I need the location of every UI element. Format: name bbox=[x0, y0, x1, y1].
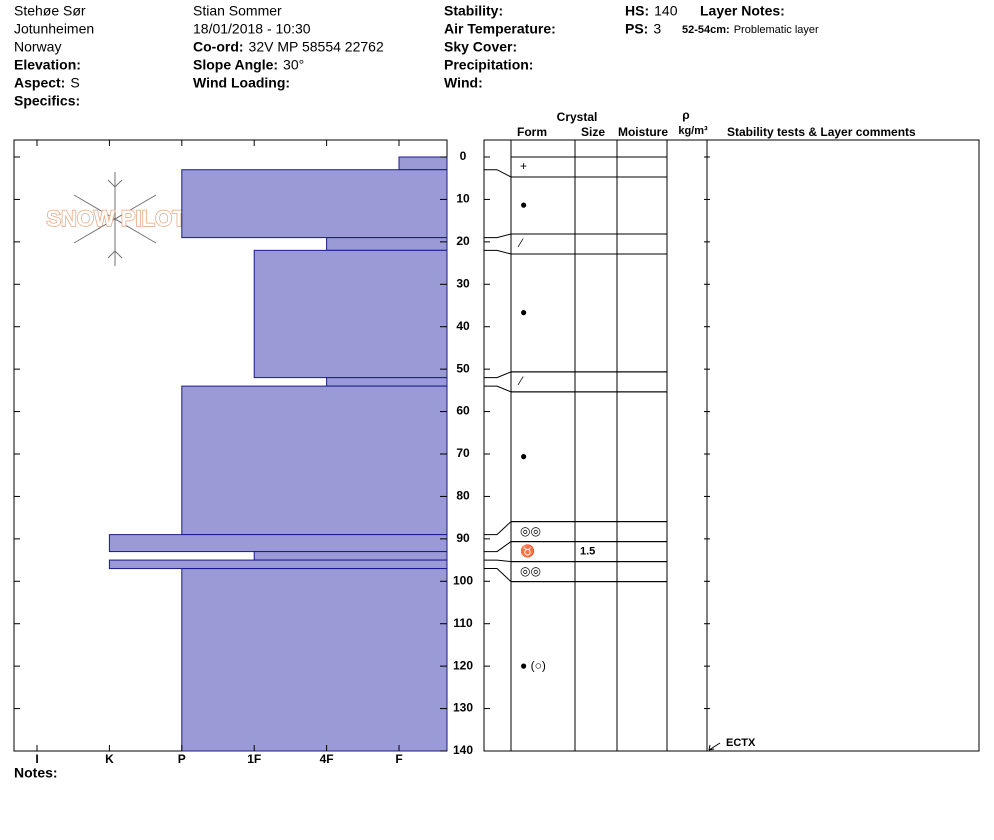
layer-connector bbox=[484, 559, 512, 563]
depth-label: 30 bbox=[456, 276, 470, 290]
layer-connector bbox=[484, 521, 512, 536]
layer-connector bbox=[484, 169, 512, 178]
depth-label: 60 bbox=[456, 404, 470, 418]
hardness-bar bbox=[108, 559, 448, 570]
hardness-label: K bbox=[105, 752, 114, 766]
col-moisture: Moisture bbox=[618, 125, 668, 139]
crystal-form: ● bbox=[520, 449, 527, 463]
logo bbox=[73, 172, 157, 266]
depth-label: 100 bbox=[453, 573, 473, 587]
field-value: 3 bbox=[653, 21, 661, 37]
layer-connector bbox=[484, 233, 512, 239]
depth-label: 90 bbox=[456, 531, 470, 545]
crystal-form: ⁄ bbox=[517, 374, 524, 388]
field-label: Aspect: bbox=[14, 75, 65, 91]
layer-note-depth: 52-54cm: bbox=[682, 24, 730, 36]
hardness-label: 4F bbox=[320, 752, 334, 766]
field-value: 32V MP 58554 22762 bbox=[249, 39, 384, 55]
field-label: Air Temperature: bbox=[444, 21, 556, 37]
col-density: kg/m³ bbox=[678, 125, 708, 137]
crystal-form: ● bbox=[520, 305, 527, 319]
col-comments: Stability tests & Layer comments bbox=[727, 125, 916, 139]
field-label: Stability: bbox=[444, 3, 503, 19]
field-label: Precipitation: bbox=[444, 57, 533, 73]
depth-label: 80 bbox=[456, 489, 470, 503]
hardness-bar bbox=[108, 534, 448, 553]
hardness-bar bbox=[181, 385, 448, 536]
layer-connector bbox=[484, 568, 512, 582]
crystal-form: ◎◎ bbox=[520, 564, 541, 578]
field-value: Norway bbox=[14, 39, 61, 55]
layer-connector bbox=[484, 541, 512, 553]
field-label: Slope Angle: bbox=[193, 57, 278, 73]
field-label: PS: bbox=[625, 21, 648, 37]
crystal-form: ⁄ bbox=[517, 236, 524, 250]
test-arrowhead bbox=[708, 744, 715, 751]
layer-note-text: Problematic layer bbox=[734, 24, 819, 36]
hardness-bar bbox=[253, 551, 448, 561]
field-value: Stian Sommer bbox=[193, 3, 282, 19]
field-label: Elevation: bbox=[14, 57, 81, 73]
field-label: Specifics: bbox=[14, 93, 80, 109]
layers-frame bbox=[483, 139, 980, 752]
field-value: Jotunheimen bbox=[14, 21, 94, 37]
hardness-label: 1F bbox=[247, 752, 261, 766]
depth-label: 130 bbox=[453, 701, 473, 715]
depth-label: 0 bbox=[460, 149, 467, 163]
field-value: 30° bbox=[283, 57, 304, 73]
hardness-label: F bbox=[395, 752, 402, 766]
hardness-bar bbox=[253, 249, 448, 379]
hardness-bar bbox=[181, 169, 448, 239]
crystal-form: ● (○) bbox=[520, 658, 546, 672]
crystal-form: ● bbox=[520, 198, 527, 212]
col-size: Size bbox=[581, 125, 605, 139]
depth-label: 50 bbox=[456, 361, 470, 375]
depth-label: 110 bbox=[453, 616, 473, 630]
layer-connector bbox=[484, 371, 512, 379]
field-label: Wind: bbox=[444, 75, 483, 91]
depth-label: 70 bbox=[456, 446, 470, 460]
col-rho: ρ bbox=[682, 108, 689, 122]
test-arrow bbox=[708, 742, 721, 751]
logo-text: SNOW PILOT bbox=[46, 206, 186, 231]
layer-notes-title: Layer Notes: bbox=[700, 3, 785, 19]
hardness-bar bbox=[398, 156, 448, 171]
hardness-bar bbox=[326, 237, 448, 251]
crystal-size: 1.5 bbox=[580, 545, 595, 557]
hardness-label: P bbox=[178, 752, 186, 766]
depth-label: 20 bbox=[456, 234, 470, 248]
crystal-form: + bbox=[520, 159, 527, 173]
depth-label: 140 bbox=[453, 743, 473, 757]
field-label: Co-ord: bbox=[193, 39, 244, 55]
layer-connector bbox=[484, 249, 512, 255]
field-label: Wind Loading: bbox=[193, 75, 290, 91]
depth-label: 40 bbox=[456, 319, 470, 333]
hardness-bar bbox=[181, 568, 448, 752]
field-value: 140 bbox=[654, 3, 678, 19]
depth-label: 10 bbox=[456, 192, 470, 206]
col-form: Form bbox=[517, 125, 547, 139]
field-value: Stehøe Sør bbox=[14, 3, 86, 19]
layer-connector bbox=[484, 385, 512, 393]
field-label: HS: bbox=[625, 3, 649, 19]
test-label: ECTX bbox=[726, 737, 756, 749]
crystal-form: ◎◎ bbox=[520, 524, 541, 538]
hardness-bar bbox=[326, 377, 448, 387]
field-value: 18/01/2018 - 10:30 bbox=[193, 21, 311, 37]
crystal-form: ♉ bbox=[520, 544, 535, 558]
depth-label: 120 bbox=[453, 658, 473, 672]
notes-label: Notes: bbox=[14, 765, 58, 781]
field-value: S bbox=[70, 75, 79, 91]
field-label: Sky Cover: bbox=[444, 39, 517, 55]
hardness-label: I bbox=[35, 752, 38, 766]
col-crystal: Crystal bbox=[557, 110, 598, 124]
